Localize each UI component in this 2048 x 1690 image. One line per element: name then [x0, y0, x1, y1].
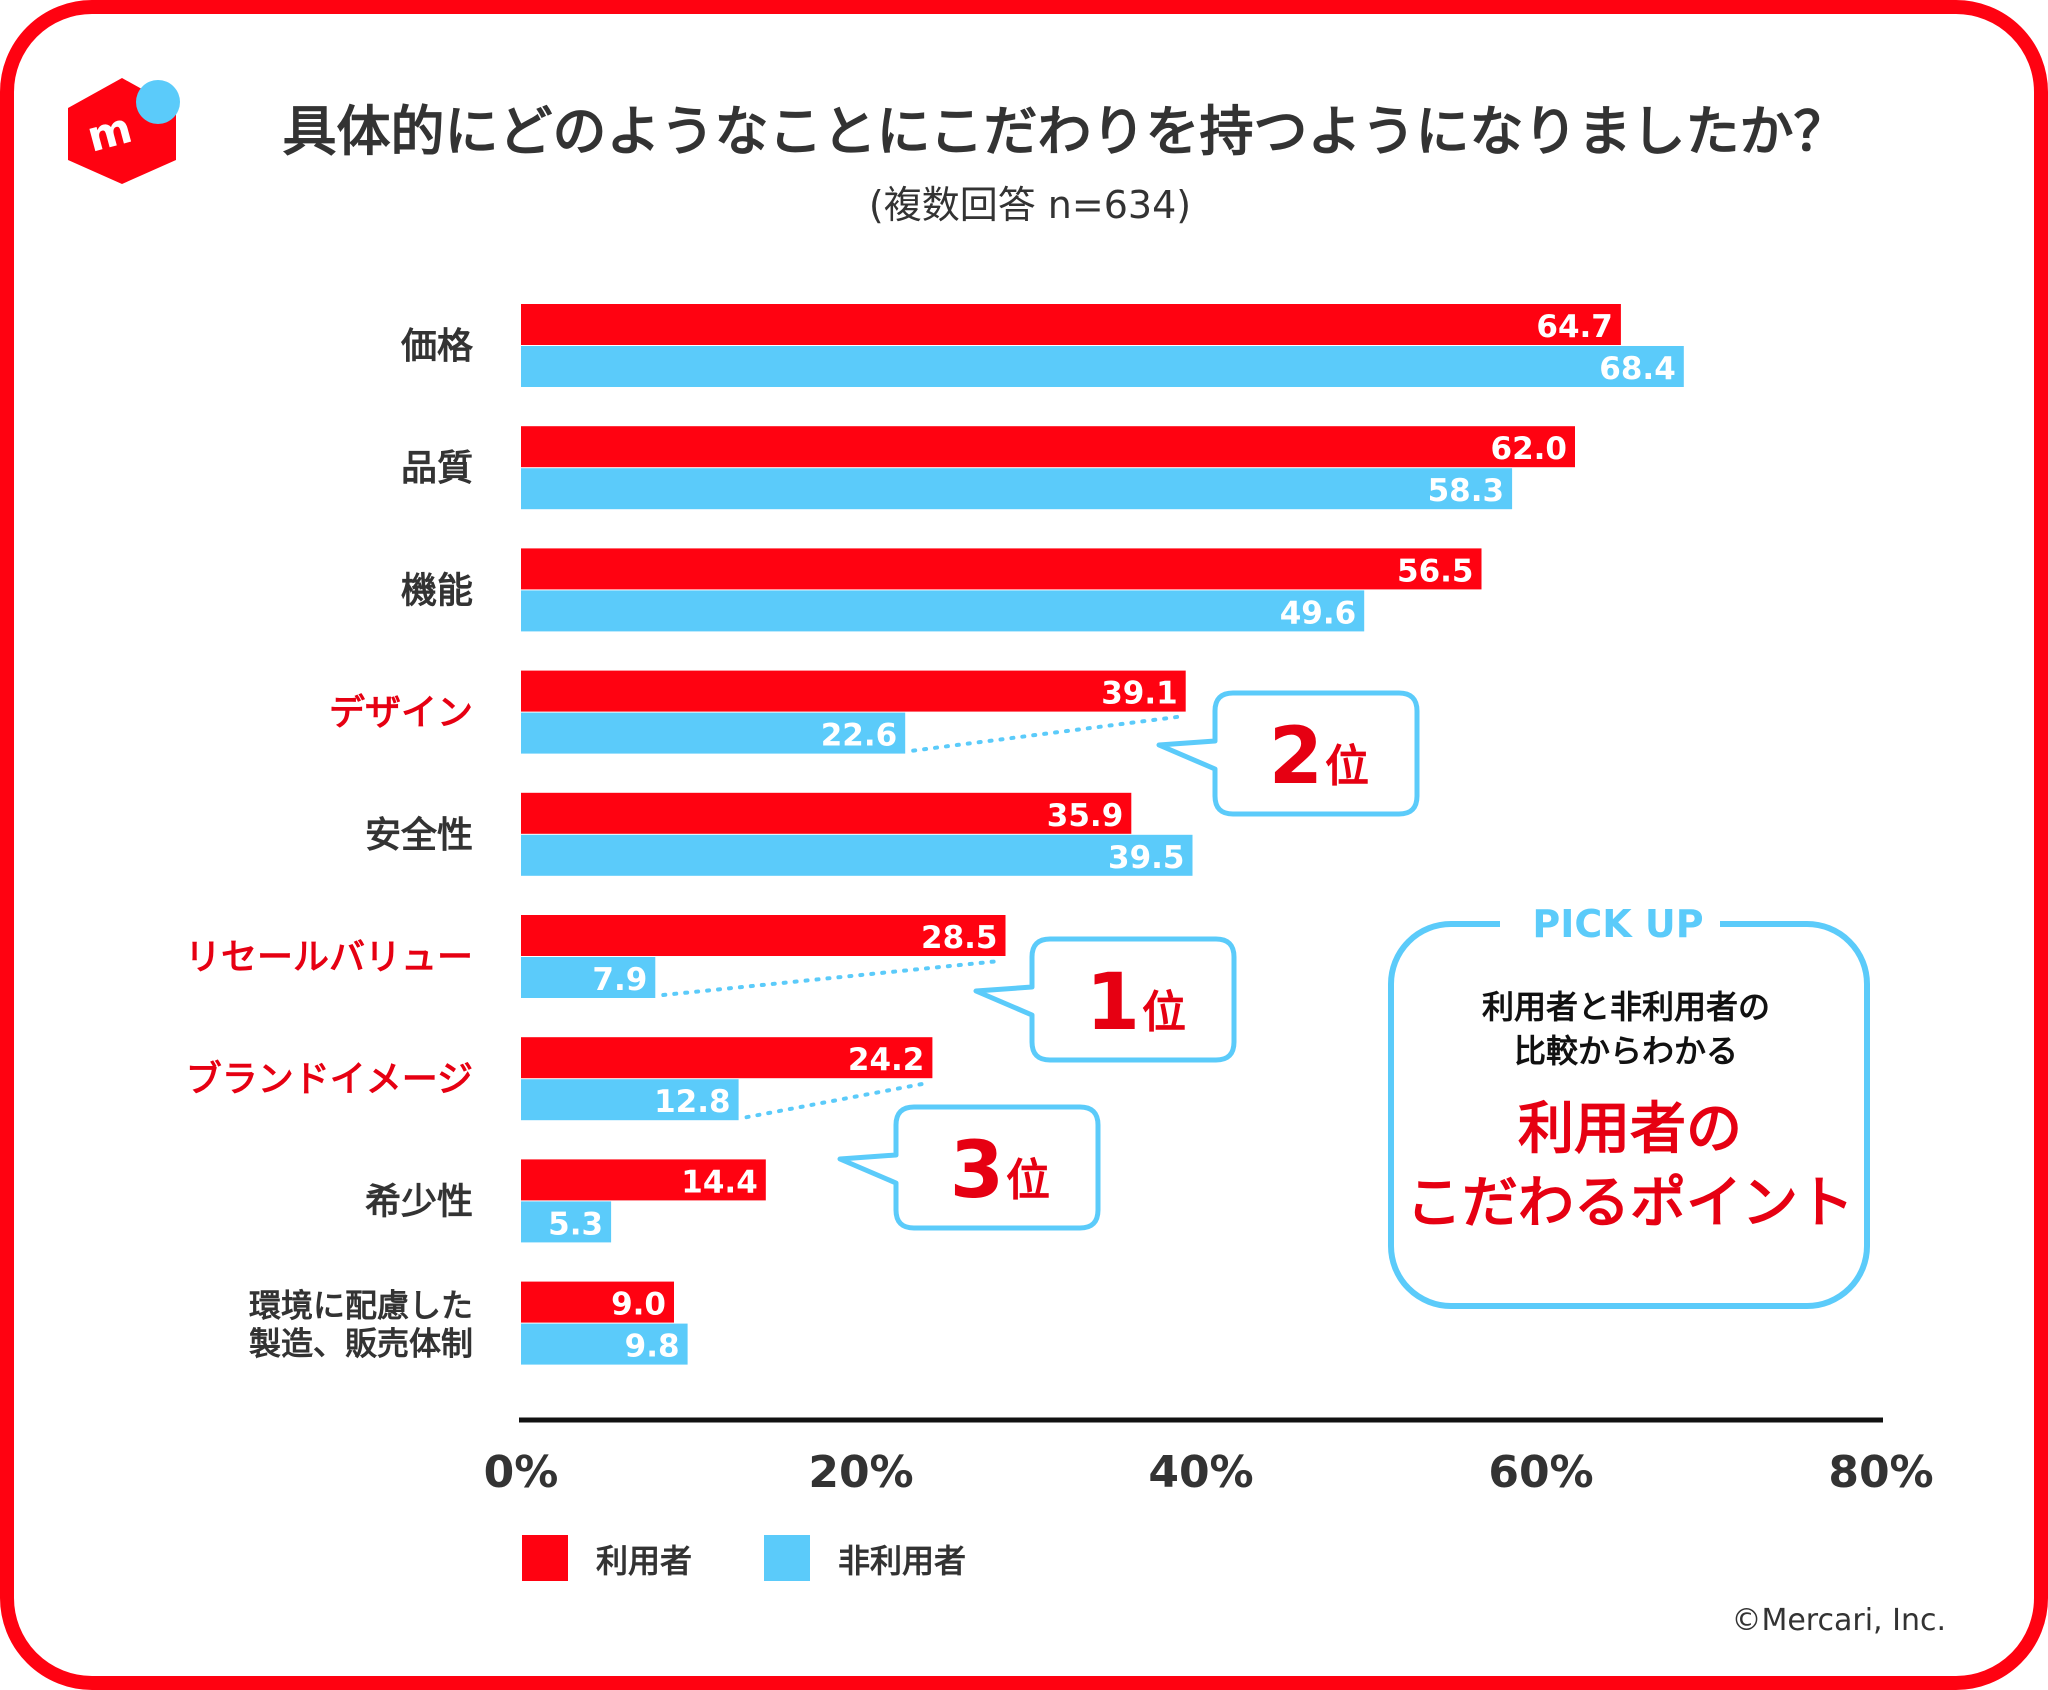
pickup-heading: PICK UP: [1532, 902, 1703, 946]
bar-user: [521, 1037, 933, 1079]
pickup-emph1: 利用者の: [1518, 1097, 1742, 1162]
rank-callouts: 1 位2 位3 位: [661, 690, 1420, 1231]
bar-user: [521, 304, 1621, 345]
bar-user: [521, 548, 1482, 590]
mercari-logo-icon: m: [68, 78, 180, 184]
bar-user: [521, 670, 1186, 712]
bar-value-label: 14.4: [681, 1164, 758, 1200]
bar-value-label: 35.9: [1047, 798, 1124, 834]
rank-number: 2: [1269, 712, 1323, 802]
bar-value-label: 68.4: [1599, 351, 1676, 387]
bar-user: [521, 915, 1006, 956]
bar-user: [521, 426, 1575, 468]
dotted-connector: [911, 714, 1182, 753]
category-label: リセールバリュー: [185, 937, 473, 978]
dotted-connector: [744, 1081, 929, 1120]
bar-value-label: 5.3: [548, 1206, 603, 1242]
category-label: 機能: [401, 570, 473, 611]
bar-non-user: [521, 590, 1365, 632]
rank-suffix: 位: [1006, 1155, 1050, 1206]
category-label: 安全性: [365, 814, 473, 856]
bar-user: [521, 1281, 674, 1323]
pickup-line2: 比較からわかる: [1514, 1032, 1738, 1070]
legend-label-user: 利用者: [596, 1542, 692, 1580]
legend-swatch-non-user: [764, 1535, 810, 1581]
chart-title: 具体的にどのようなことにこだわりを持つようになりましたか？: [283, 100, 1848, 163]
x-tick-label: 80%: [1828, 1447, 1933, 1498]
bar-value-label: 7.9: [592, 962, 647, 998]
bar-user: [521, 792, 1132, 834]
pickup-box: PICK UP 利用者と非利用者の 比較からわかる 利用者の こだわるポイント: [1388, 902, 1870, 1309]
bar-non-user: [521, 834, 1193, 876]
bar-non-user: [521, 1079, 739, 1121]
x-tick-label: 60%: [1488, 1447, 1593, 1498]
rank-callout-bubble: [1156, 690, 1420, 817]
bar-value-label: 58.3: [1428, 473, 1505, 509]
bar-value-label: 49.6: [1280, 595, 1357, 631]
x-tick-label: 20%: [808, 1447, 913, 1498]
pickup-line1: 利用者と非利用者の: [1482, 988, 1770, 1026]
bar-non-user: [521, 1323, 688, 1365]
copyright: ©Mercari, Inc.: [1731, 1603, 1946, 1638]
category-label: 品質: [401, 448, 473, 489]
chart-subtitle: (複数回答 n=634): [869, 183, 1191, 227]
x-tick-label: 40%: [1148, 1447, 1253, 1498]
bar-value-label: 9.0: [611, 1287, 666, 1323]
bar-value-label: 39.1: [1101, 676, 1178, 712]
bar-non-user: [521, 346, 1684, 387]
bar-value-label: 39.5: [1108, 840, 1185, 876]
bar-value-label: 22.6: [821, 718, 898, 754]
bar-value-label: 12.8: [654, 1084, 731, 1120]
rank-number: 3: [950, 1126, 1004, 1216]
rank-callout-bubble: [837, 1104, 1101, 1231]
bar-user: [521, 1159, 766, 1201]
bar-value-label: 64.7: [1536, 309, 1613, 345]
bar-value-label: 24.2: [848, 1042, 925, 1078]
bar-non-user: [521, 1201, 612, 1243]
rank-suffix: 位: [1325, 741, 1369, 792]
category-label: 価格: [400, 326, 474, 367]
legend: 利用者 非利用者: [522, 1535, 966, 1581]
bar-non-user: [521, 468, 1513, 510]
legend-swatch-user: [522, 1535, 568, 1581]
bar-non-user: [521, 712, 906, 754]
pickup-emph2: こだわるポイント: [1406, 1171, 1854, 1236]
bar-value-label: 56.5: [1397, 553, 1474, 589]
bar-value-label: 62.0: [1491, 431, 1568, 467]
rank-suffix: 位: [1142, 987, 1186, 1038]
bar-value-label: 9.8: [625, 1329, 680, 1365]
bar-value-label: 28.5: [921, 920, 998, 956]
x-tick-labels: 0% 20% 40% 60% 80%: [484, 1447, 1934, 1498]
bar-non-user: [521, 957, 656, 998]
rank-number: 1: [1086, 958, 1140, 1048]
x-tick-label: 0%: [484, 1447, 559, 1498]
category-label: デザイン: [329, 692, 473, 734]
category-label: 希少性: [365, 1181, 473, 1222]
dotted-connector: [661, 959, 1002, 997]
category-label: 環境に配慮した: [249, 1287, 473, 1325]
category-label: ブランドイメージ: [186, 1058, 473, 1100]
legend-label-non-user: 非利用者: [838, 1542, 966, 1580]
rank-callout-bubble: [973, 936, 1237, 1063]
category-label: 製造、販売体制: [249, 1325, 473, 1363]
